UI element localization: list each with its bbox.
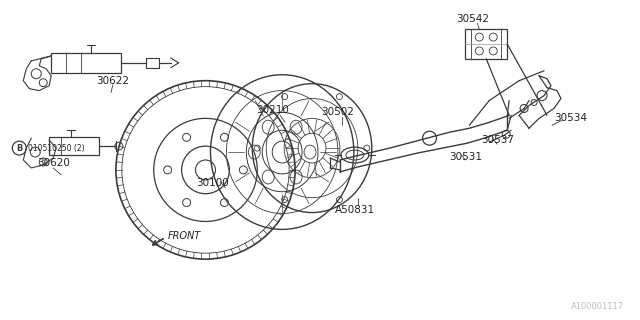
- Text: 30502: 30502: [321, 108, 355, 117]
- Text: 30534: 30534: [554, 113, 588, 124]
- Text: 30531: 30531: [449, 152, 482, 162]
- Text: B: B: [16, 144, 22, 153]
- Bar: [51, 53, 121, 73]
- Text: 30100: 30100: [196, 178, 229, 188]
- Text: 30537: 30537: [481, 135, 514, 145]
- Text: A50831: A50831: [335, 204, 375, 215]
- Text: 30542: 30542: [456, 14, 489, 24]
- Bar: [465, 29, 507, 59]
- Text: A100001117: A100001117: [570, 302, 623, 311]
- Text: 30620: 30620: [36, 158, 70, 168]
- Text: 010510250 (2): 010510250 (2): [28, 144, 85, 153]
- Text: FRONT: FRONT: [168, 231, 201, 241]
- Text: 30210: 30210: [256, 105, 289, 116]
- Text: 30622: 30622: [97, 76, 129, 86]
- Bar: [49, 137, 99, 155]
